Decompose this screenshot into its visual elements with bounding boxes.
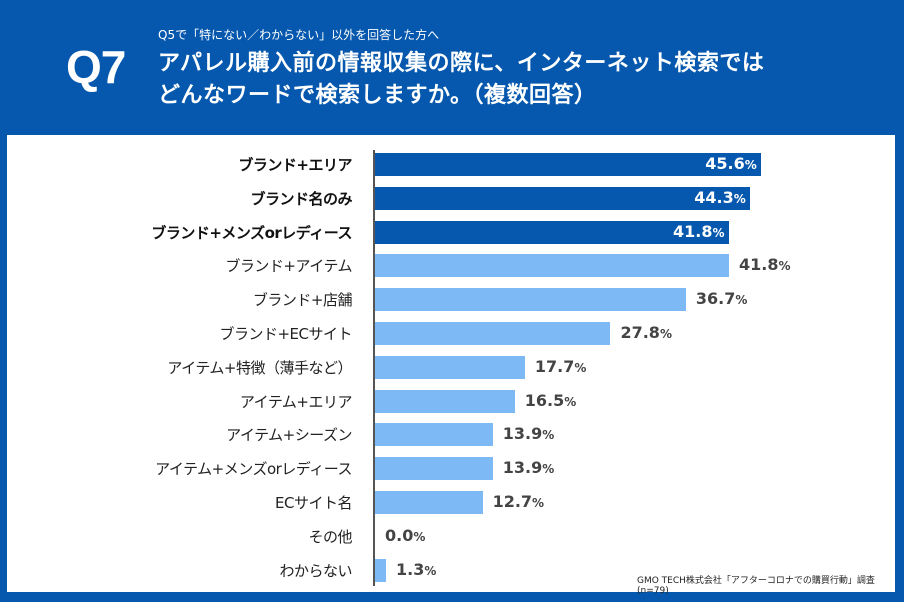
category-label: ブランド+アイテム bbox=[225, 257, 352, 276]
bar bbox=[375, 423, 493, 447]
category-label: アイテム+特徴（薄手など） bbox=[167, 358, 352, 377]
value-number: 16.5 bbox=[524, 390, 565, 410]
value-label: 16.5% bbox=[525, 391, 577, 410]
value-label: 17.7% bbox=[535, 357, 587, 376]
category-label: アイテム+エリア bbox=[239, 392, 353, 411]
value-number: 13.9 bbox=[502, 424, 543, 444]
question-title: アパレル購入前の情報収集の際に、インターネット検索では どんなワードで検索します… bbox=[158, 48, 764, 112]
category-label: わからない bbox=[279, 561, 352, 580]
value-label: 41.8% bbox=[673, 222, 725, 241]
percent-sign: % bbox=[778, 259, 791, 274]
bar bbox=[375, 355, 525, 379]
title-line-1: アパレル購入前の情報収集の際に、インターネット検索では bbox=[158, 51, 765, 76]
category-label: ブランド+ECサイト bbox=[219, 325, 352, 343]
value-number: 17.7 bbox=[534, 356, 575, 376]
value-number: 45.6 bbox=[705, 154, 745, 173]
category-label: ブランド名のみ bbox=[250, 189, 352, 208]
value-number: 44.3 bbox=[694, 187, 734, 207]
value-label: 13.9% bbox=[503, 424, 555, 443]
value-label: 45.6% bbox=[705, 154, 757, 173]
percent-sign: % bbox=[413, 529, 426, 544]
value-label: 27.8% bbox=[620, 323, 672, 342]
bar bbox=[375, 186, 751, 210]
percent-sign: % bbox=[733, 191, 746, 206]
bar bbox=[375, 153, 762, 176]
category-label: ECサイト名 bbox=[275, 494, 352, 512]
bar bbox=[375, 457, 493, 481]
category-label: ブランド+メンズorレディース bbox=[151, 223, 352, 242]
bar bbox=[375, 322, 611, 345]
value-number: 13.9 bbox=[502, 458, 543, 478]
category-label: その他 bbox=[308, 527, 352, 546]
category-label: アイテム+メンズorレディース bbox=[155, 460, 352, 479]
percent-sign: % bbox=[542, 428, 555, 443]
value-number: 36.7 bbox=[695, 289, 736, 309]
question-number: Q7 bbox=[66, 41, 126, 93]
bar bbox=[375, 254, 730, 278]
value-label: 1.3% bbox=[396, 560, 436, 579]
value-number: 41.8 bbox=[673, 221, 713, 241]
title-line-2: どんなワードで検索しますか。（複数回答） bbox=[158, 83, 597, 108]
percent-sign: % bbox=[532, 496, 545, 510]
percent-sign: % bbox=[574, 360, 587, 375]
category-axis-line bbox=[373, 150, 375, 586]
category-label: ブランド+エリア bbox=[238, 156, 352, 174]
percent-sign: % bbox=[735, 293, 748, 308]
value-label: 44.3% bbox=[694, 188, 746, 207]
percent-sign: % bbox=[744, 158, 757, 172]
value-label: 13.9% bbox=[503, 458, 555, 477]
value-number: 0.0 bbox=[385, 525, 414, 545]
bar bbox=[375, 288, 686, 312]
value-label: 0.0% bbox=[385, 526, 425, 545]
value-number: 41.8 bbox=[739, 255, 779, 275]
category-label: アイテム+シーズン bbox=[226, 426, 352, 445]
bar bbox=[375, 491, 483, 514]
bar bbox=[375, 389, 515, 413]
value-number: 27.8 bbox=[620, 323, 660, 342]
value-number: 12.7 bbox=[492, 492, 533, 511]
source-note: GMO TECH株式会社「アフターコロナでの購買行動」調査 (n=79) bbox=[637, 576, 875, 596]
percent-sign: % bbox=[712, 225, 725, 240]
value-label: 41.8% bbox=[739, 255, 791, 274]
bar bbox=[375, 558, 386, 582]
category-label: ブランド+店舗 bbox=[252, 291, 353, 310]
value-label: 12.7% bbox=[493, 492, 545, 511]
value-number: 1.3 bbox=[396, 559, 425, 579]
percent-sign: % bbox=[542, 462, 555, 477]
value-label: 36.7% bbox=[696, 289, 748, 308]
question-subtitle: Q5で「特にない／わからない」以外を回答した方へ bbox=[158, 28, 440, 42]
bar bbox=[375, 220, 730, 244]
percent-sign: % bbox=[424, 563, 437, 578]
percent-sign: % bbox=[564, 394, 577, 409]
percent-sign: % bbox=[659, 327, 672, 341]
